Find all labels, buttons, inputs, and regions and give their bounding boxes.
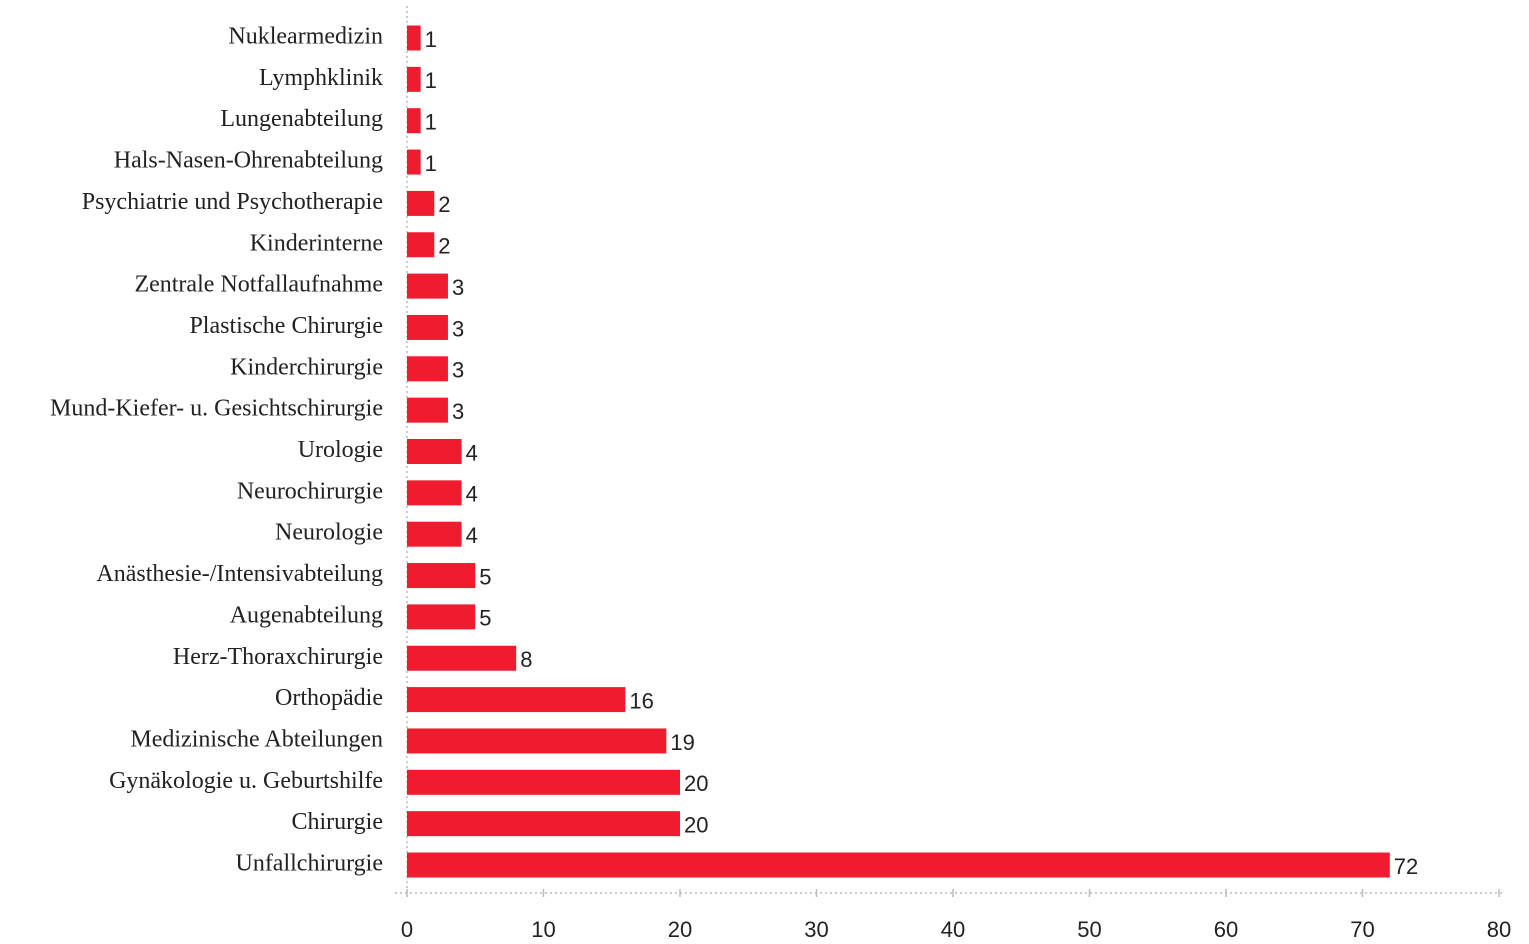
value-label: 8 xyxy=(520,647,532,672)
bar xyxy=(407,687,626,713)
category-label: Hals-Nasen-Ohrenabteilung xyxy=(114,148,383,174)
bar xyxy=(407,645,517,671)
value-label: 3 xyxy=(452,399,464,424)
x-tick-label: 40 xyxy=(941,917,965,942)
bar xyxy=(407,25,421,51)
value-label: 1 xyxy=(425,151,437,176)
bar xyxy=(407,149,421,175)
category-label: Zentrale Notfallaufnahme xyxy=(134,272,383,298)
category-label: Nuklearmedizin xyxy=(228,24,383,50)
bar xyxy=(407,811,680,837)
bar xyxy=(407,480,462,506)
category-label: Unfallchirurgie xyxy=(235,851,383,877)
bar xyxy=(407,108,421,134)
value-label: 19 xyxy=(670,730,694,755)
category-label: Neurochirurgie xyxy=(237,478,383,504)
x-tick-label: 0 xyxy=(401,917,413,942)
value-label: 2 xyxy=(438,234,450,259)
category-label: Kinderchirurgie xyxy=(230,354,383,380)
x-tick-label: 60 xyxy=(1214,917,1238,942)
category-label: Orthopädie xyxy=(275,685,383,711)
x-tick-label: 50 xyxy=(1077,917,1101,942)
bar xyxy=(407,397,448,423)
category-label: Chirurgie xyxy=(291,809,383,835)
bar xyxy=(407,66,421,92)
bar xyxy=(407,728,667,754)
bar xyxy=(407,439,462,464)
value-label: 2 xyxy=(438,192,450,217)
bar xyxy=(407,563,476,589)
category-label: Urologie xyxy=(298,437,383,463)
category-label: Mund-Kiefer- u. Gesichtschirurgie xyxy=(50,396,383,422)
value-label: 5 xyxy=(479,564,491,589)
value-label: 5 xyxy=(479,606,491,631)
category-label: Gynäkologie u. Geburtshilfe xyxy=(109,768,383,794)
x-tick-label: 30 xyxy=(804,917,828,942)
value-label: 16 xyxy=(629,688,653,713)
value-label: 20 xyxy=(684,771,708,796)
category-label: Anästhesie-/Intensivabteilung xyxy=(96,561,383,587)
category-label: Lymphklinik xyxy=(259,65,383,91)
value-label: 3 xyxy=(452,358,464,383)
category-label: Kinderinterne xyxy=(250,230,383,256)
category-label: Herz-Thoraxchirurgie xyxy=(173,644,383,670)
category-label: Psychiatrie und Psychotherapie xyxy=(82,189,383,215)
value-label: 20 xyxy=(684,812,708,837)
value-label: 3 xyxy=(452,316,464,341)
value-label: 3 xyxy=(452,275,464,300)
bar xyxy=(407,852,1390,878)
value-label: 72 xyxy=(1394,854,1418,879)
bar xyxy=(407,521,462,547)
bar xyxy=(407,356,448,382)
bar xyxy=(407,604,476,630)
bar xyxy=(407,769,680,795)
bar xyxy=(407,190,435,216)
value-label: 1 xyxy=(425,68,437,93)
value-label: 4 xyxy=(466,440,478,465)
bar xyxy=(407,314,448,340)
value-label: 1 xyxy=(425,110,437,135)
value-label: 4 xyxy=(466,482,478,507)
x-tick-label: 10 xyxy=(531,917,555,942)
category-label: Lungenabteilung xyxy=(220,106,383,132)
value-label: 1 xyxy=(425,27,437,52)
bar xyxy=(407,273,448,299)
value-label: 4 xyxy=(466,523,478,548)
x-tick-label: 70 xyxy=(1350,917,1374,942)
category-label: Neurologie xyxy=(275,520,383,546)
category-label: Plastische Chirurgie xyxy=(189,313,383,339)
x-tick-label: 80 xyxy=(1487,917,1511,942)
x-tick-label: 20 xyxy=(668,917,692,942)
bar xyxy=(407,232,435,258)
category-label: Medizinische Abteilungen xyxy=(130,726,383,752)
category-label: Augenabteilung xyxy=(230,602,383,628)
